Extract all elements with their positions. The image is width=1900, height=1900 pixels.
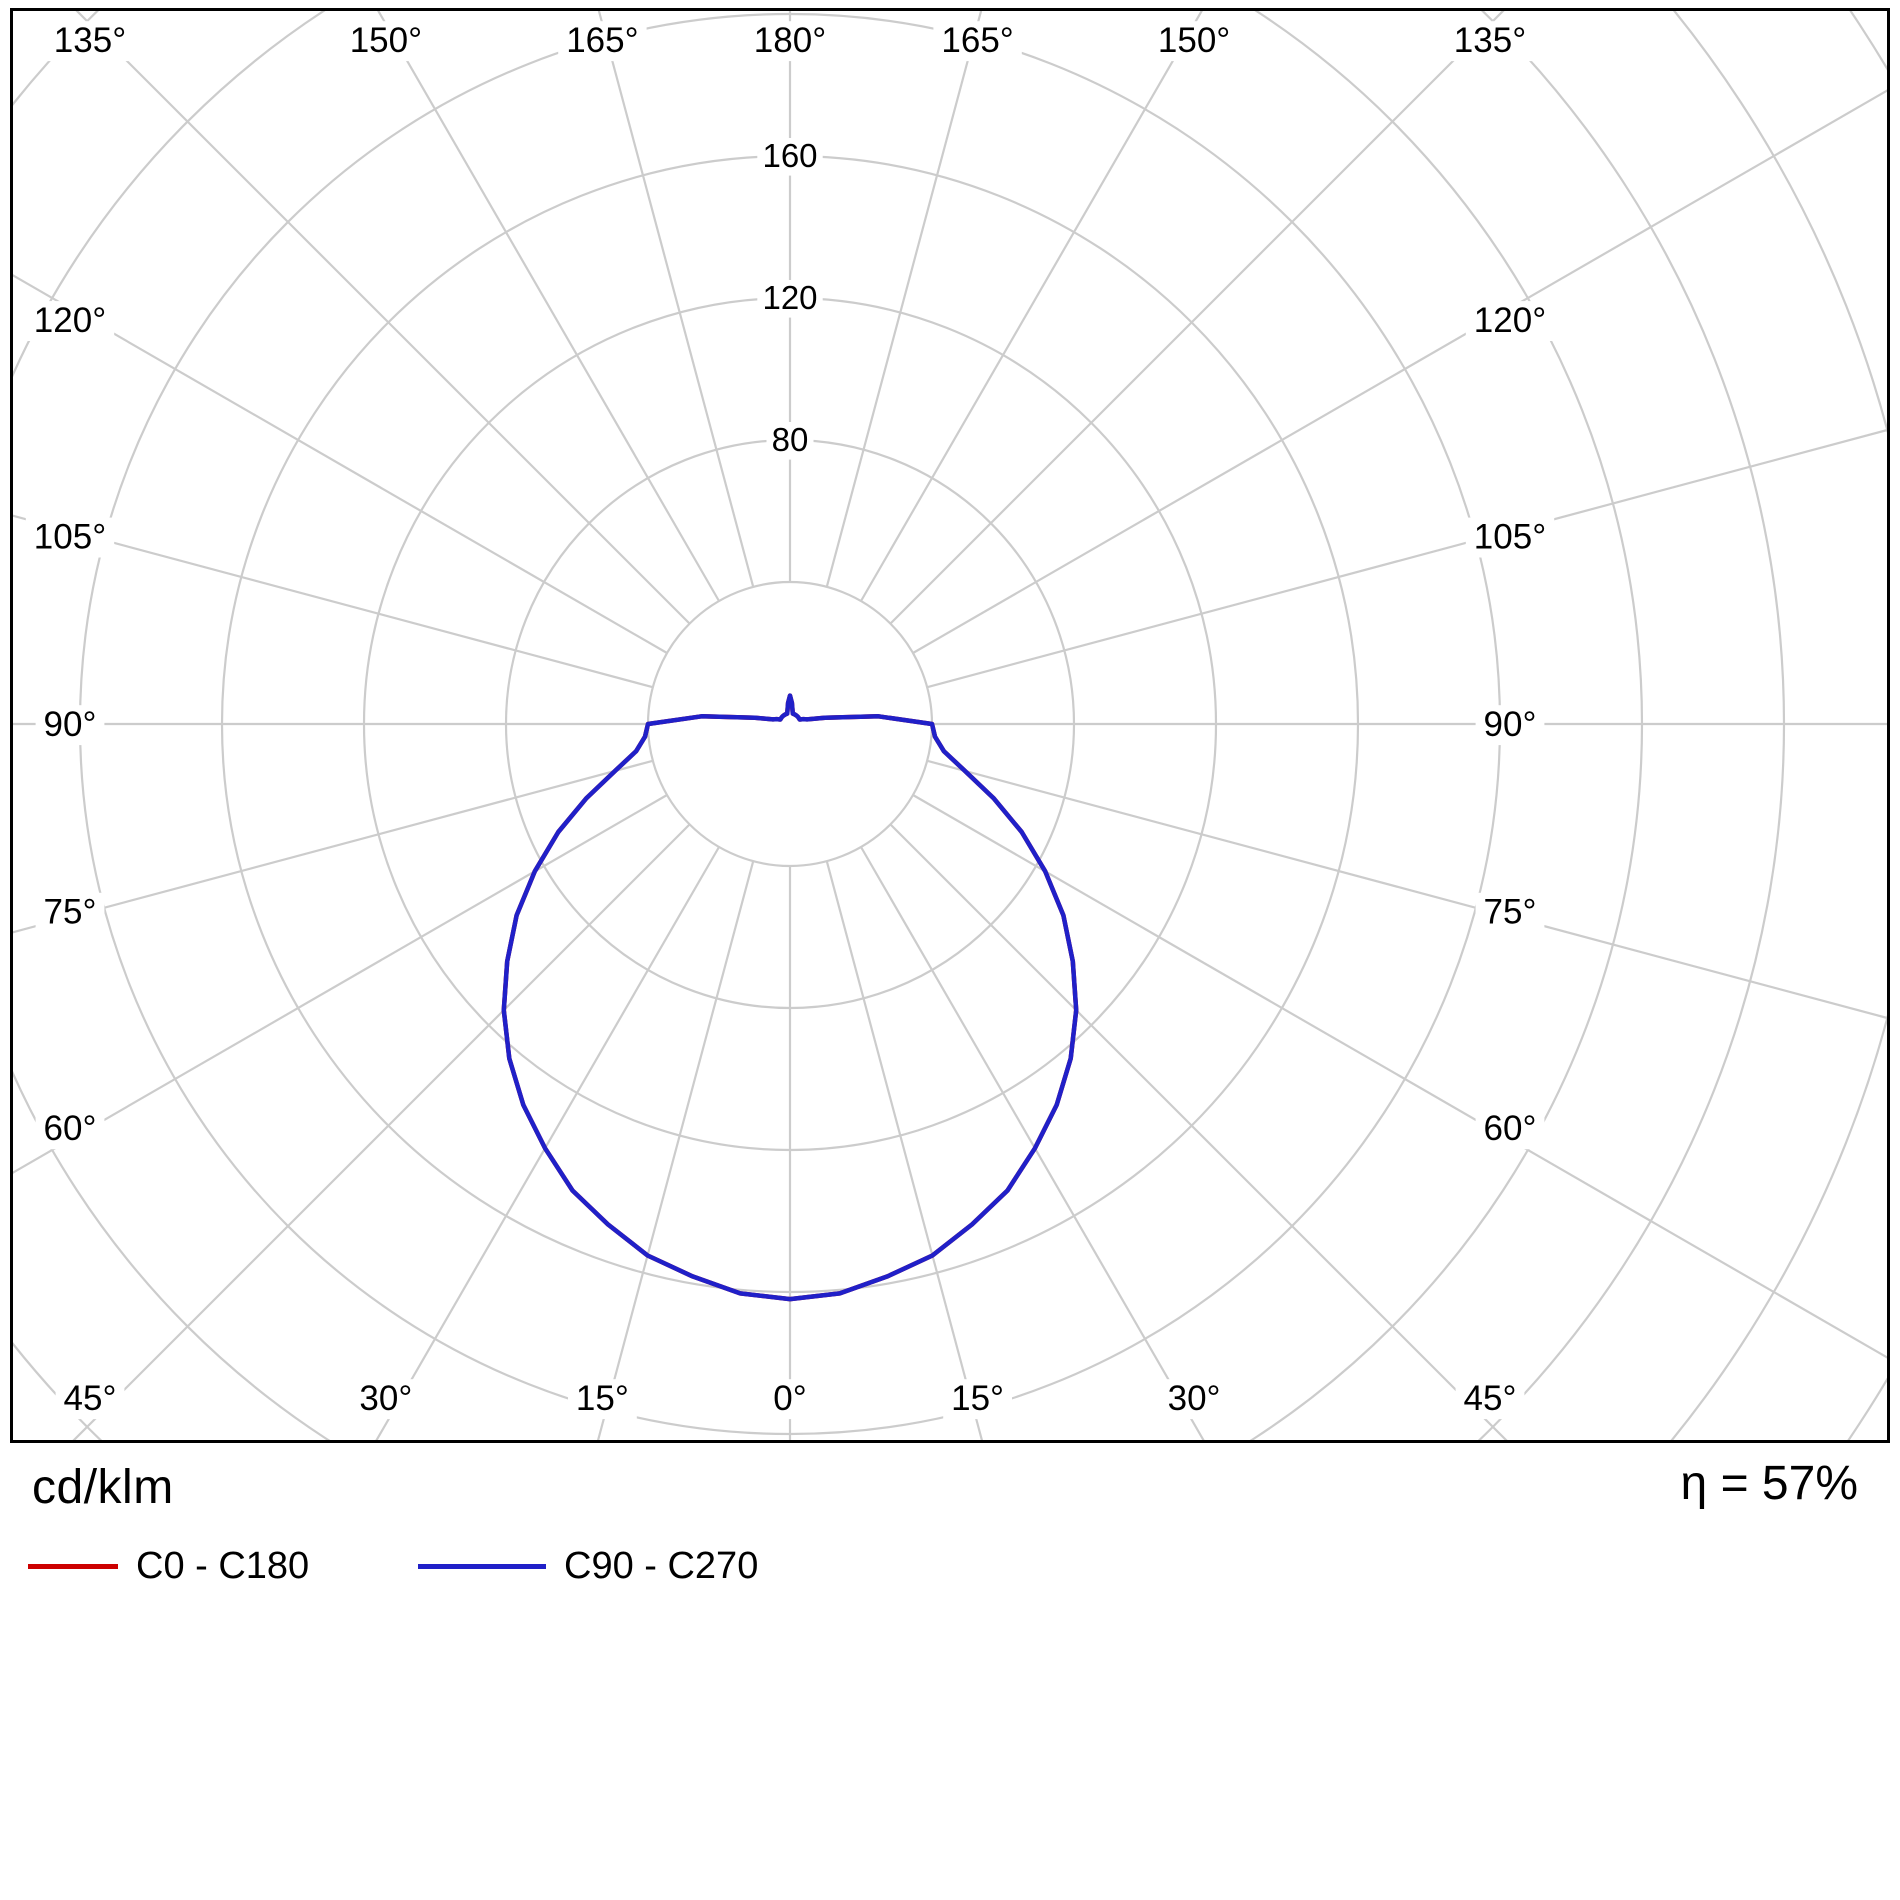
- svg-text:75°: 75°: [1484, 893, 1537, 932]
- svg-text:15°: 15°: [951, 1379, 1004, 1418]
- efficiency-label: η = 57%: [1680, 1457, 1858, 1510]
- svg-text:75°: 75°: [44, 893, 97, 932]
- svg-text:150°: 150°: [1158, 21, 1230, 60]
- svg-text:120: 120: [762, 279, 817, 316]
- svg-text:120°: 120°: [1474, 301, 1546, 340]
- svg-text:150°: 150°: [350, 21, 422, 60]
- legend-label-c0: C0 - C180: [136, 1544, 310, 1587]
- svg-text:105°: 105°: [34, 517, 106, 556]
- svg-text:60°: 60°: [44, 1109, 97, 1148]
- svg-text:105°: 105°: [1474, 517, 1546, 556]
- svg-text:30°: 30°: [1168, 1379, 1221, 1418]
- svg-text:30°: 30°: [359, 1379, 412, 1418]
- svg-text:80: 80: [772, 421, 809, 458]
- units-label: cd/klm: [32, 1461, 174, 1514]
- polar-plot: 0° 15° 15° 30° 30° 45° 45° 60° 60° 75° 75° 90° 90° 10…: [13, 11, 1887, 1440]
- svg-text:45°: 45°: [1464, 1379, 1517, 1418]
- svg-text:165°: 165°: [566, 21, 638, 60]
- svg-text:160: 160: [762, 137, 817, 174]
- svg-text:165°: 165°: [941, 21, 1013, 60]
- svg-text:180°: 180°: [754, 21, 826, 60]
- svg-text:90°: 90°: [44, 705, 97, 744]
- svg-text:15°: 15°: [576, 1379, 629, 1418]
- legend-swatch-c0-line: [28, 1563, 118, 1569]
- svg-text:120°: 120°: [34, 301, 106, 340]
- polar-chart-frame: 0° 15° 15° 30° 30° 45° 45° 60° 60° 75° 75° 90° 90° 10…: [10, 8, 1890, 1443]
- legend-item-c90: C90 - C270: [418, 1544, 758, 1588]
- svg-text:90°: 90°: [1484, 705, 1537, 744]
- svg-text:45°: 45°: [64, 1379, 117, 1418]
- svg-text:60°: 60°: [1484, 1109, 1537, 1148]
- legend-label-c90: C90 - C270: [564, 1544, 759, 1587]
- legend-swatch-c90-line: [418, 1563, 546, 1569]
- svg-text:135°: 135°: [54, 21, 126, 60]
- legend-item-c0: C0 - C180: [28, 1544, 309, 1588]
- svg-text:135°: 135°: [1454, 21, 1526, 60]
- svg-text:0°: 0°: [773, 1379, 806, 1418]
